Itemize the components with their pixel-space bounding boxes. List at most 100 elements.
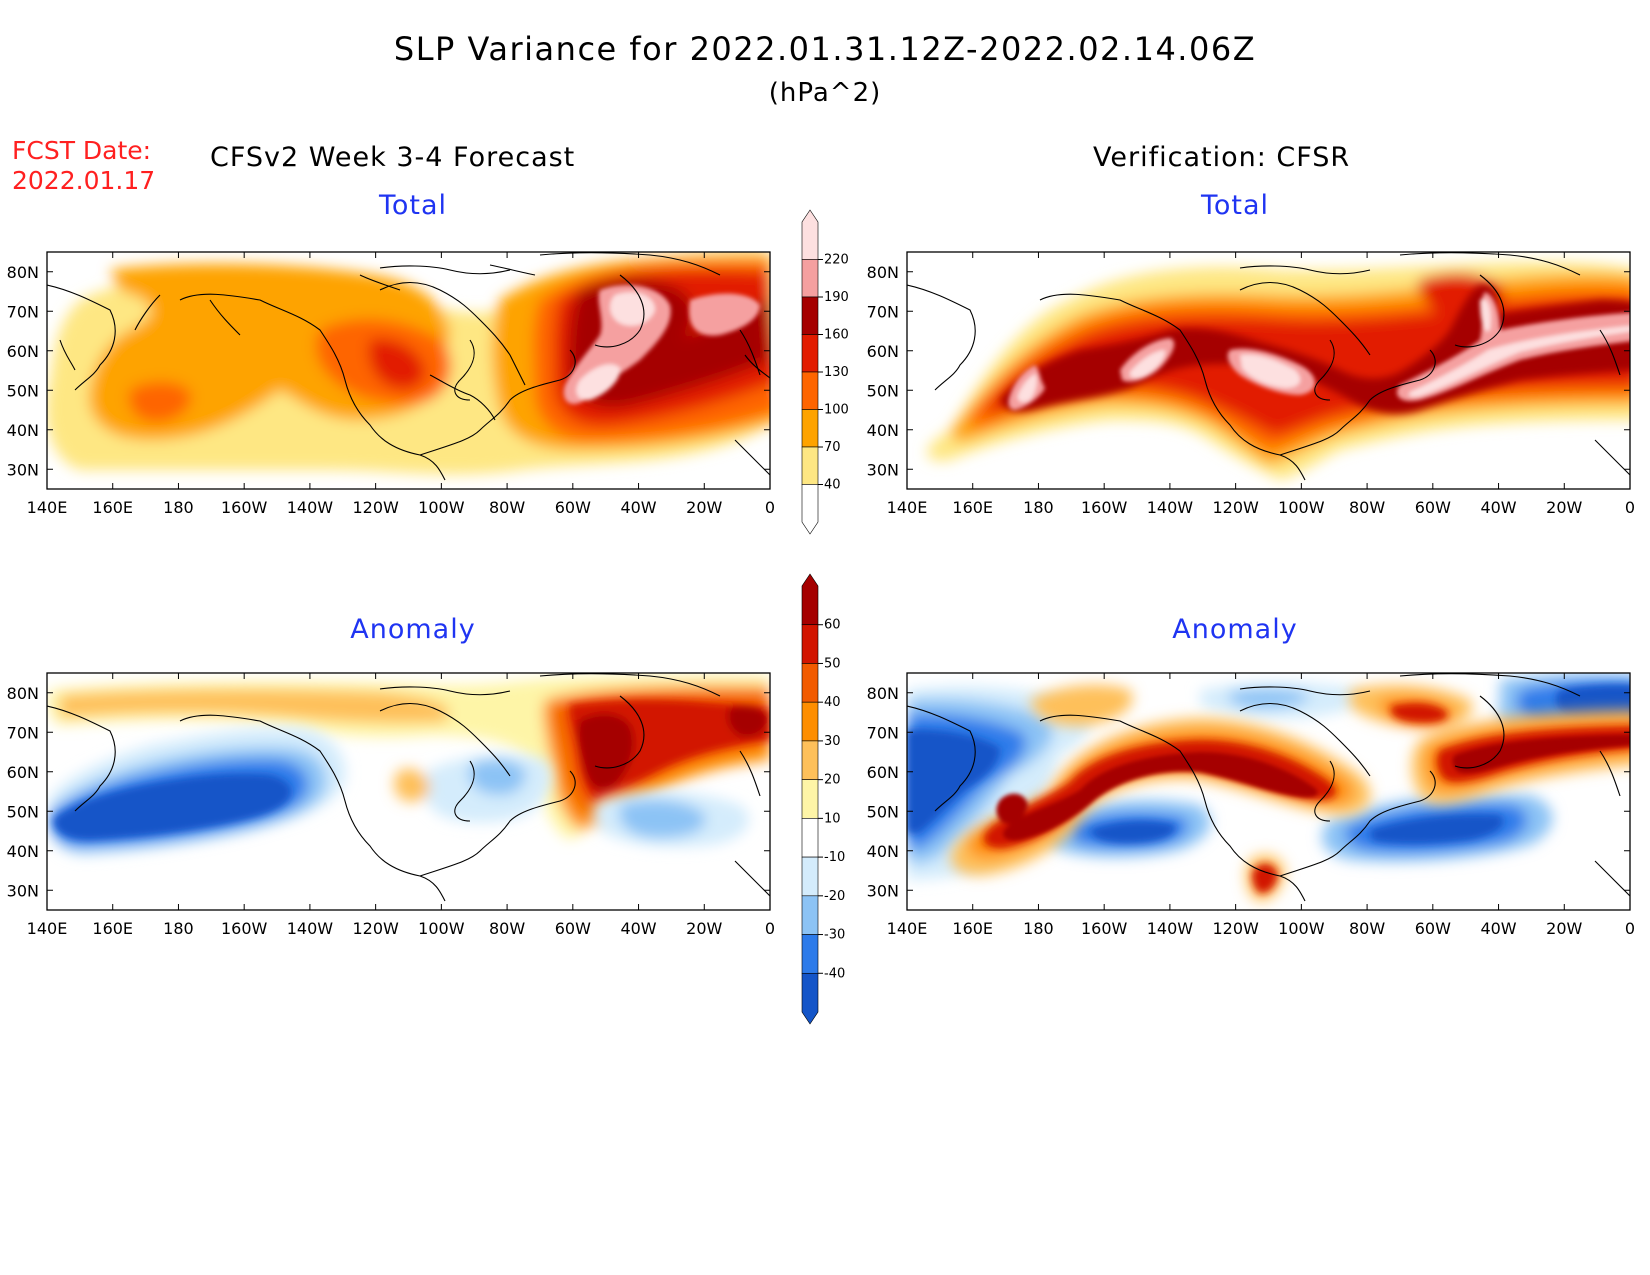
colorbar-label: 100 xyxy=(824,403,849,418)
coastlines xyxy=(47,673,770,902)
verification-heading: Verification: CFSR xyxy=(1093,142,1351,173)
lat-label: 40N xyxy=(867,842,899,861)
colorbar-segment xyxy=(801,409,819,448)
colorbar-label: 10 xyxy=(824,811,841,826)
lon-label: 60W xyxy=(1415,919,1451,938)
lon-label: 20W xyxy=(686,919,722,938)
lat-label: 70N xyxy=(7,302,39,321)
coastlines xyxy=(907,673,1630,902)
lon-label: 180 xyxy=(1023,498,1054,517)
lat-label: 30N xyxy=(867,881,899,900)
lon-label: 60W xyxy=(1415,498,1451,517)
colorbar-label: 70 xyxy=(824,440,841,455)
lat-label: 80N xyxy=(7,263,39,282)
lat-label: 50N xyxy=(867,381,899,400)
panel-title-obs-anomaly: Anomaly xyxy=(1172,614,1298,645)
forecast-heading: CFSv2 Week 3-4 Forecast xyxy=(210,142,576,173)
axes-layer: 140E 160E 180 160W 140W 120W 100W 80W 60W 40W 20W 0… xyxy=(7,251,1635,938)
lat-label: 80N xyxy=(7,684,39,703)
panel-title-obs-total: Total xyxy=(1200,190,1270,221)
lon-label: 100W xyxy=(1278,919,1325,938)
colorbar-label: 40 xyxy=(824,478,841,493)
lon-label: 140E xyxy=(887,919,928,938)
lon-label: 20W xyxy=(1546,919,1582,938)
lon-label: 140W xyxy=(1147,498,1194,517)
lat-label: 60N xyxy=(867,342,899,361)
lat-label: 50N xyxy=(7,802,39,821)
colorbar-segment xyxy=(801,296,819,335)
colorbar-segment xyxy=(801,972,819,1025)
lon-label: 60W xyxy=(555,919,591,938)
lon-label: 160E xyxy=(952,919,993,938)
forecast-date-label: FCST Date: xyxy=(12,136,152,165)
lon-label: 40W xyxy=(620,498,656,517)
colorbar-label: 130 xyxy=(824,365,849,380)
lon-label: 0 xyxy=(1625,919,1635,938)
panel-frame xyxy=(46,251,771,490)
lon-label: 80W xyxy=(1349,919,1385,938)
lon-label: 40W xyxy=(620,919,656,938)
lat-label: 60N xyxy=(7,763,39,782)
coastlines xyxy=(907,252,1630,481)
colorbar-label: 160 xyxy=(824,328,849,343)
lon-label: 160W xyxy=(221,919,268,938)
colorbar-segment xyxy=(801,663,819,703)
lon-label: 160E xyxy=(952,498,993,517)
colorbar-label: 190 xyxy=(824,290,849,305)
colorbar-segment xyxy=(801,624,819,664)
colorbar-label: -10 xyxy=(824,850,845,865)
colorbar-anomaly: 60 50 40 30 20 10 -10 -20 -30 -40 xyxy=(801,573,845,1025)
colorbar-segment xyxy=(801,856,819,897)
lat-label: 40N xyxy=(7,842,39,861)
colorbar-label: 40 xyxy=(824,695,841,710)
colorbar-segment xyxy=(801,573,819,626)
map-panel-fcst-total xyxy=(47,252,770,489)
lon-label: 80W xyxy=(489,498,525,517)
lon-label: 80W xyxy=(1349,498,1385,517)
map-panel-obs-anomaly xyxy=(907,673,1630,910)
coastlines xyxy=(47,252,770,481)
lon-label: 80W xyxy=(489,919,525,938)
lon-label: 140W xyxy=(287,498,334,517)
main-title: SLP Variance for 2022.01.31.12Z-2022.02.… xyxy=(393,30,1257,68)
lon-label: 120W xyxy=(352,498,399,517)
lon-label: 0 xyxy=(1625,498,1635,517)
panel-frame xyxy=(46,672,771,911)
colorbar-label: 30 xyxy=(824,734,841,749)
map-panel-fcst-anomaly xyxy=(47,673,770,910)
lon-label: 40W xyxy=(1480,919,1516,938)
lat-label: 70N xyxy=(867,302,899,321)
colorbar-segment xyxy=(801,895,819,935)
lon-label: 100W xyxy=(418,498,465,517)
panel-title-fcst-total: Total xyxy=(378,190,448,221)
lon-label: 20W xyxy=(1546,498,1582,517)
lat-label: 40N xyxy=(867,421,899,440)
colorbar-label: 60 xyxy=(824,618,841,633)
colorbar-segment xyxy=(801,209,819,260)
colorbar-segment xyxy=(801,334,819,373)
lon-label: 140E xyxy=(27,498,68,517)
map-panel-obs-total xyxy=(907,252,1630,489)
lat-label: 70N xyxy=(867,723,899,742)
lon-label: 20W xyxy=(686,498,722,517)
lon-label: 140W xyxy=(287,919,334,938)
lon-label: 180 xyxy=(163,498,194,517)
lat-label: 70N xyxy=(7,723,39,742)
lon-label: 100W xyxy=(418,919,465,938)
panel-frame xyxy=(906,672,1631,911)
lat-label: 60N xyxy=(7,342,39,361)
colorbar-segment xyxy=(801,779,819,819)
lon-label: 160E xyxy=(92,919,133,938)
lon-label: 40W xyxy=(1480,498,1516,517)
panel-title-fcst-anomaly: Anomaly xyxy=(350,614,476,645)
lat-label: 80N xyxy=(867,263,899,282)
lat-label: 60N xyxy=(867,763,899,782)
lon-label: 140W xyxy=(1147,919,1194,938)
lon-label: 160W xyxy=(1081,498,1128,517)
lon-label: 120W xyxy=(1212,919,1259,938)
colorbar-segment xyxy=(801,934,819,974)
lon-label: 140E xyxy=(887,498,928,517)
colorbar-segment xyxy=(801,818,819,858)
colorbar-segment xyxy=(801,740,819,780)
